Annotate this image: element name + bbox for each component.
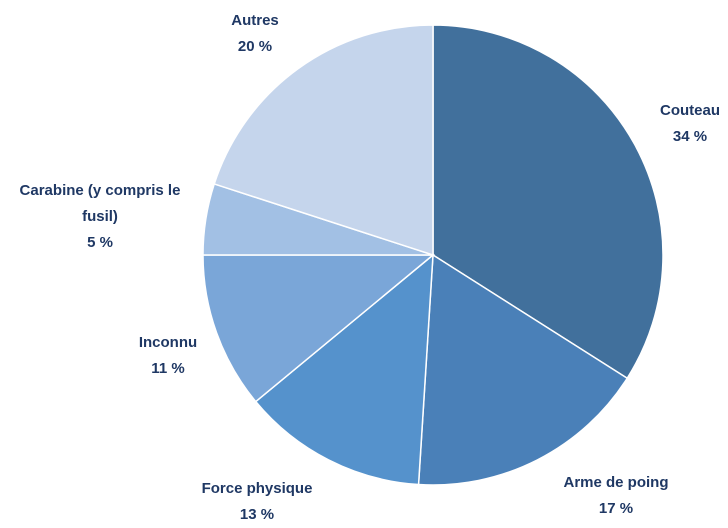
category-label: Carabine (y compris le fusil) bbox=[19, 182, 181, 225]
value-label: 34 % bbox=[672, 128, 708, 145]
value-label: 5 % bbox=[87, 234, 113, 251]
value-label: 11 % bbox=[151, 360, 185, 377]
pie-slice bbox=[213, 24, 434, 257]
value-label: 17 % bbox=[598, 500, 634, 517]
category-label: Inconnu bbox=[138, 334, 198, 351]
category-label: Couteau bbox=[660, 102, 720, 119]
slice-label: Carabine (y compris le fusil) 5 % bbox=[8, 178, 193, 256]
pie-slice bbox=[202, 254, 436, 403]
slice-label: Arme de poing 17 % bbox=[563, 470, 668, 522]
value-label: 20 % bbox=[237, 38, 273, 55]
slice-label: Autres 20 % bbox=[231, 8, 279, 60]
slice-label: Inconnu 11 % bbox=[139, 330, 197, 382]
category-label: Autres bbox=[231, 12, 279, 29]
pie-slice bbox=[432, 24, 664, 380]
pie-slice bbox=[417, 253, 629, 486]
value-label: 13 % bbox=[239, 506, 275, 523]
slice-label: Couteau 34 % bbox=[660, 98, 720, 150]
category-label: Force physique bbox=[201, 480, 313, 497]
pie-slice bbox=[254, 253, 434, 486]
category-label: Arme de poing bbox=[563, 474, 669, 491]
slice-label: Force physique 13 % bbox=[202, 476, 313, 528]
